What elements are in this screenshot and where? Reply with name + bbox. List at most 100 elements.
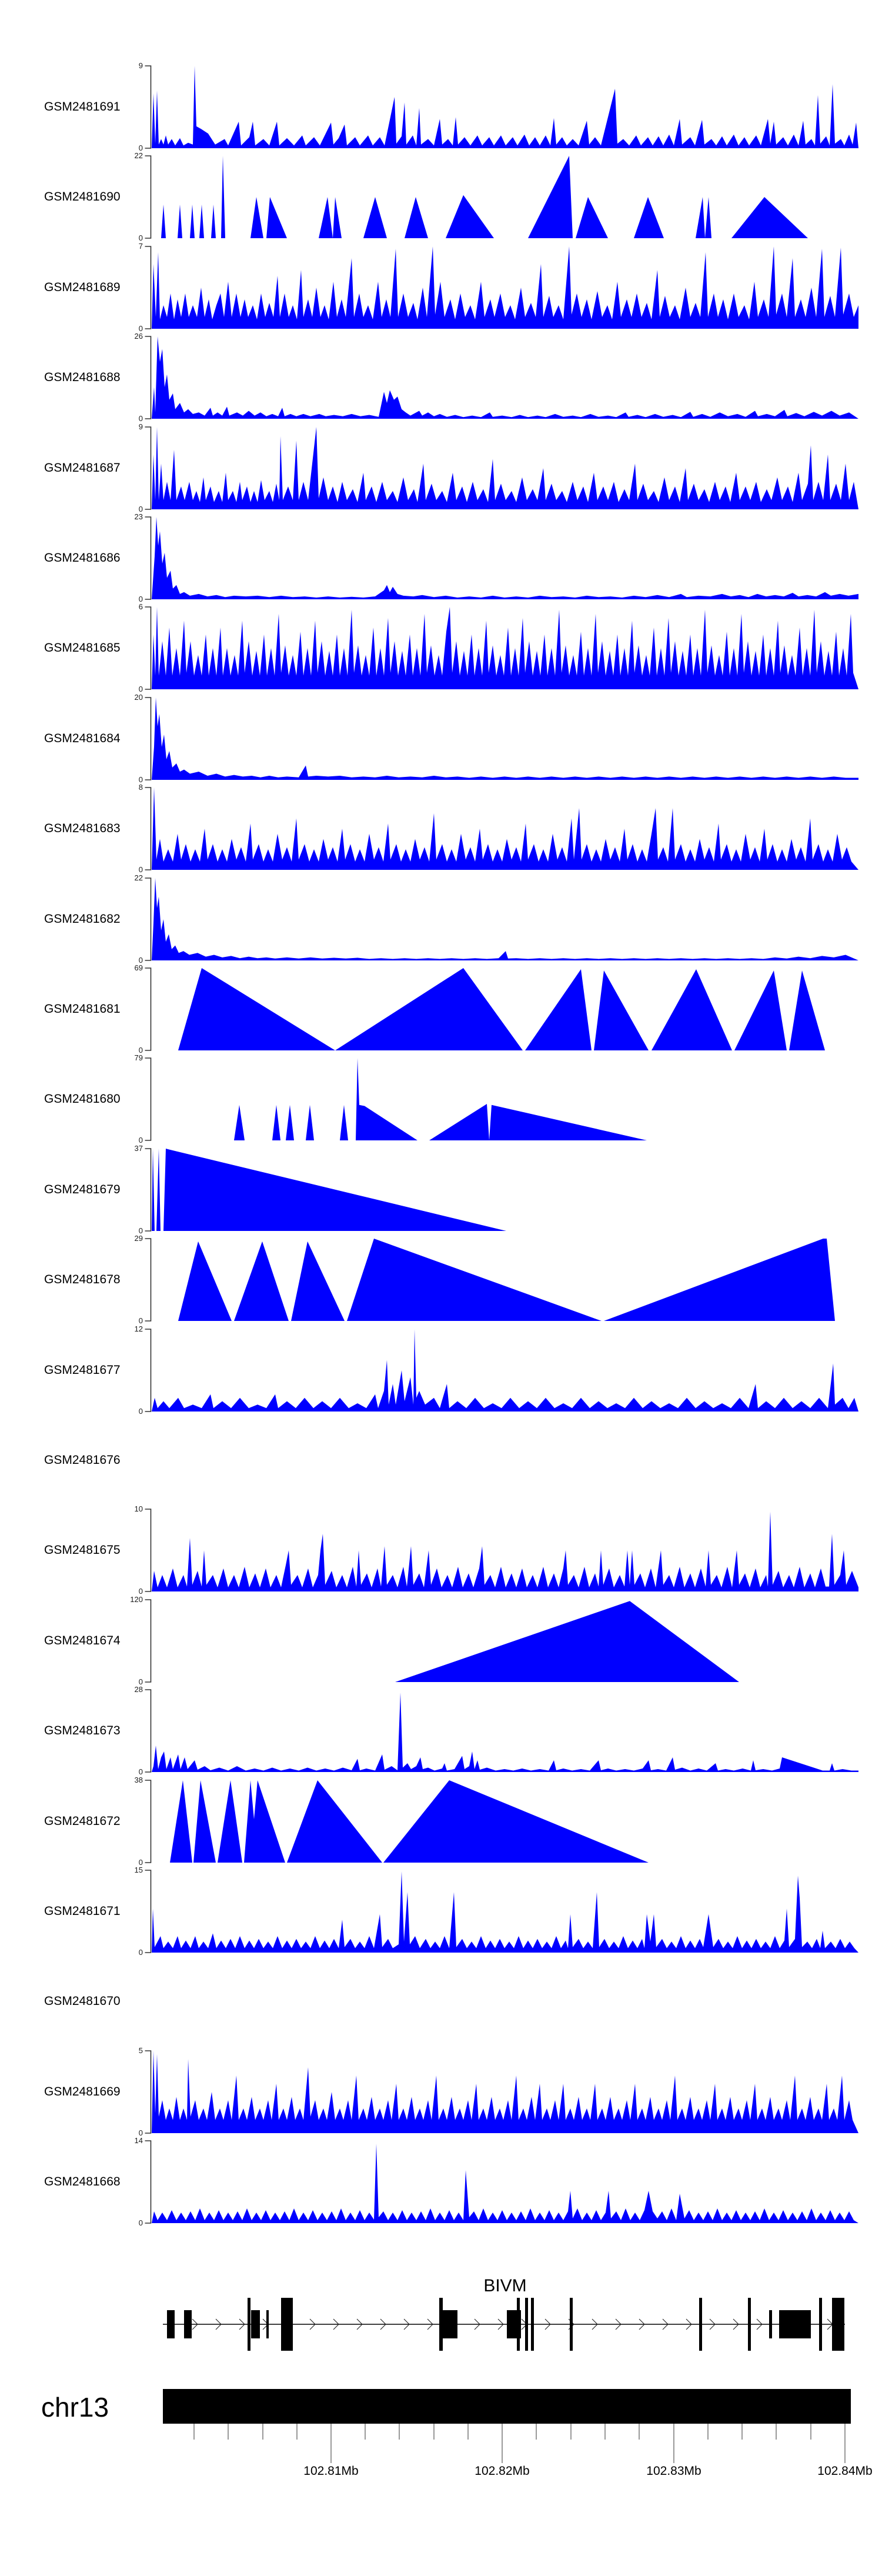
exon-box (570, 2298, 573, 2351)
coordinate-tick-label: 102.83Mb (646, 2464, 701, 2478)
track-area-chart (145, 606, 858, 690)
chromosome-ideogram-bar (163, 2389, 851, 2424)
track-label: GSM2481679 (44, 1183, 121, 1196)
exon-box (779, 2310, 811, 2338)
track-label: GSM2481670 (44, 1994, 121, 2008)
track-area-chart (145, 697, 858, 780)
track-label: GSM2481691 (44, 100, 121, 114)
track-label: GSM2481681 (44, 1002, 121, 1016)
track-area-chart (145, 1057, 858, 1141)
exon-box (769, 2310, 772, 2338)
exon-box (266, 2310, 269, 2338)
strand-arrow-icon (333, 2318, 339, 2330)
y-axis-tick-label: 0 (138, 1316, 143, 1325)
track-area-chart (145, 967, 858, 1051)
y-axis-tick-label: 0 (138, 865, 143, 874)
y-axis-tick-label: 0 (138, 144, 143, 152)
strand-arrow-icon (309, 2318, 316, 2330)
y-axis-tick-label: 0 (138, 595, 143, 603)
track-label: GSM2481672 (44, 1814, 121, 1828)
strand-arrow-icon (380, 2318, 386, 2330)
y-axis-tick-label: 38 (134, 1776, 143, 1784)
track-label: GSM2481686 (44, 551, 121, 565)
y-axis-tick-label: 0 (138, 414, 143, 423)
track-area-chart (145, 426, 858, 510)
strand-arrow-icon (215, 2318, 222, 2330)
gene-name-label: BIVM (483, 2276, 527, 2295)
y-axis-tick-label: 0 (138, 1226, 143, 1235)
y-axis-tick-label: 22 (134, 151, 143, 160)
coordinate-tick-label: 102.84Mb (817, 2464, 873, 2478)
strand-arrow-icon (686, 2318, 692, 2330)
y-axis-tick-label: 0 (138, 1767, 143, 1776)
strand-arrow-icon (474, 2318, 480, 2330)
strand-arrow-icon (615, 2318, 622, 2330)
y-axis-tick-label: 0 (138, 685, 143, 693)
track-area-chart (145, 1509, 858, 1592)
track-label: GSM2481689 (44, 281, 121, 294)
track-area-chart (145, 336, 858, 419)
track-area-chart (145, 1238, 858, 1322)
strand-arrow-icon (639, 2318, 645, 2330)
track-label: GSM2481677 (44, 1363, 121, 1377)
track-area-chart (145, 65, 858, 149)
y-axis-tick-label: 12 (134, 1324, 143, 1333)
strand-arrow-icon (544, 2318, 551, 2330)
y-axis-tick-label: 8 (138, 783, 143, 792)
track-label: GSM2481690 (44, 190, 121, 203)
coordinate-ruler (193, 2424, 846, 2463)
track-area-chart (145, 1599, 858, 1683)
exon-box (832, 2298, 844, 2351)
y-axis-tick-label: 7 (138, 242, 143, 251)
y-axis-tick-label: 0 (138, 1407, 143, 1416)
track-label: GSM2481684 (44, 732, 121, 745)
track-label: GSM2481674 (44, 1634, 121, 1647)
track-label: GSM2481671 (44, 1904, 121, 1918)
y-axis-tick-label: 0 (138, 1136, 143, 1144)
track-label: GSM2481676 (44, 1453, 121, 1467)
exon-box (439, 2298, 443, 2351)
exon-box (819, 2298, 822, 2351)
y-axis-tick-label: 0 (138, 2218, 143, 2227)
track-label: GSM2481682 (44, 912, 121, 926)
y-axis-tick-label: 9 (138, 61, 143, 70)
track-label: GSM2481685 (44, 641, 121, 655)
y-axis-tick-label: 14 (134, 2136, 143, 2145)
y-axis-tick-label: 28 (134, 1685, 143, 1694)
y-axis-tick-label: 0 (138, 1046, 143, 1055)
track-area-chart (145, 516, 858, 600)
y-axis-tick-label: 0 (138, 324, 143, 333)
strand-arrow-icon (756, 2318, 763, 2330)
exon-box (517, 2298, 520, 2351)
track-area-chart (145, 877, 858, 961)
track-area-chart (145, 2140, 858, 2224)
y-axis-tick-label: 69 (134, 963, 143, 972)
track-label: GSM2481668 (44, 2175, 121, 2188)
y-axis-tick-label: 0 (138, 505, 143, 513)
track-label: GSM2481688 (44, 371, 121, 384)
y-axis-tick-label: 15 (134, 1866, 143, 1874)
y-axis-tick-label: 0 (138, 233, 143, 242)
strand-arrow-icon (239, 2318, 245, 2330)
exon-box (251, 2310, 260, 2338)
y-axis-tick-label: 6 (138, 602, 143, 611)
y-axis-tick-label: 5 (138, 2046, 143, 2055)
gene-model (163, 2298, 845, 2351)
y-axis-tick-label: 0 (138, 1677, 143, 1686)
strand-arrow-icon (403, 2318, 410, 2330)
coordinate-tick-label: 102.82Mb (475, 2464, 530, 2478)
strand-arrow-icon (497, 2318, 504, 2330)
y-axis-tick-label: 120 (130, 1595, 143, 1604)
exon-box (442, 2310, 457, 2338)
y-axis-tick-label: 23 (134, 512, 143, 521)
track-label: GSM2481678 (44, 1273, 121, 1286)
y-axis-tick-label: 29 (134, 1234, 143, 1243)
y-axis-tick-label: 0 (138, 956, 143, 965)
track-area-chart (145, 1689, 858, 1773)
track-area-chart (145, 1780, 858, 1863)
y-axis-tick-label: 79 (134, 1053, 143, 1062)
exon-box (525, 2298, 528, 2351)
exon-box (748, 2298, 751, 2351)
track-label: GSM2481675 (44, 1543, 121, 1557)
